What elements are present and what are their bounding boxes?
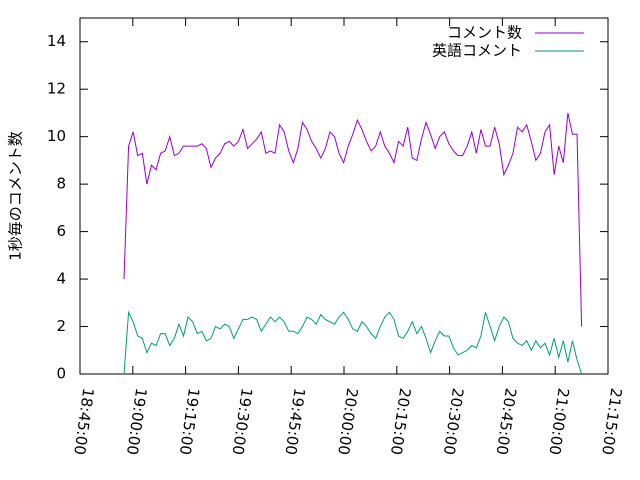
series-line [123, 112, 583, 327]
y-tick-label: 0 [56, 365, 66, 383]
legend-label: コメント数 [447, 24, 522, 42]
y-tick-label: 10 [47, 127, 66, 145]
x-tick-label: 19:00:00 [123, 387, 150, 456]
y-tick-label: 8 [56, 175, 66, 193]
x-tick-label: 21:00:00 [545, 387, 572, 456]
plot-border [79, 17, 609, 375]
y-tick-label: 12 [47, 80, 66, 98]
y-tick-label: 14 [47, 32, 66, 50]
x-tick-label: 19:15:00 [176, 387, 203, 456]
x-tick-label: 20:15:00 [387, 387, 414, 456]
x-tick-label: 20:00:00 [334, 387, 361, 456]
x-tick-label: 21:15:00 [598, 387, 625, 456]
x-tick-label: 19:45:00 [281, 387, 308, 456]
legend-label: 英語コメント [432, 42, 522, 60]
x-tick-label: 19:30:00 [229, 387, 256, 456]
series-line [123, 310, 583, 375]
x-tick-label: 20:45:00 [493, 387, 520, 456]
y-axis-label: 1秒毎のコメント数 [7, 131, 25, 261]
y-tick-label: 4 [56, 270, 66, 288]
y-tick-label: 6 [56, 222, 66, 240]
y-tick-label: 2 [56, 317, 66, 335]
x-tick-label: 20:30:00 [440, 387, 467, 456]
x-tick-label: 18:45:00 [70, 387, 97, 456]
